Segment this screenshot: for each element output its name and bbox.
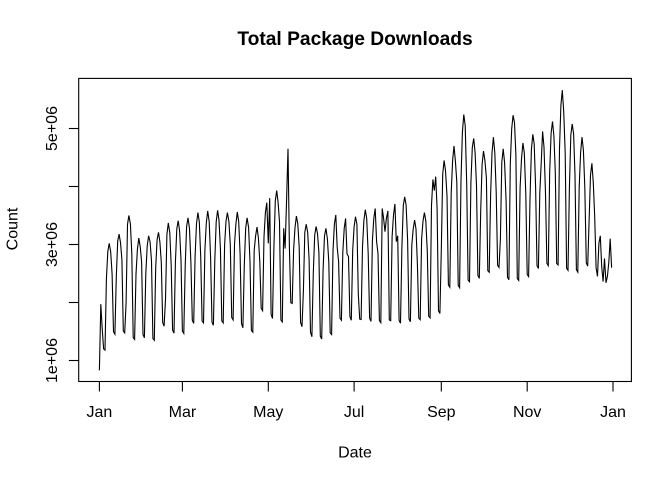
svg-text:Sep: Sep — [427, 404, 456, 421]
svg-text:Mar: Mar — [169, 404, 197, 421]
svg-text:Total Package Downloads: Total Package Downloads — [237, 29, 472, 50]
svg-text:Date: Date — [338, 444, 372, 461]
svg-text:May: May — [253, 404, 283, 421]
svg-text:Jul: Jul — [344, 404, 364, 421]
svg-text:Jan: Jan — [600, 404, 626, 421]
svg-text:Count: Count — [5, 207, 22, 250]
svg-text:5e+06: 5e+06 — [44, 106, 61, 151]
svg-text:Jan: Jan — [87, 404, 113, 421]
svg-text:3e+06: 3e+06 — [44, 222, 61, 267]
svg-text:1e+06: 1e+06 — [44, 338, 61, 383]
svg-text:Nov: Nov — [513, 404, 541, 421]
